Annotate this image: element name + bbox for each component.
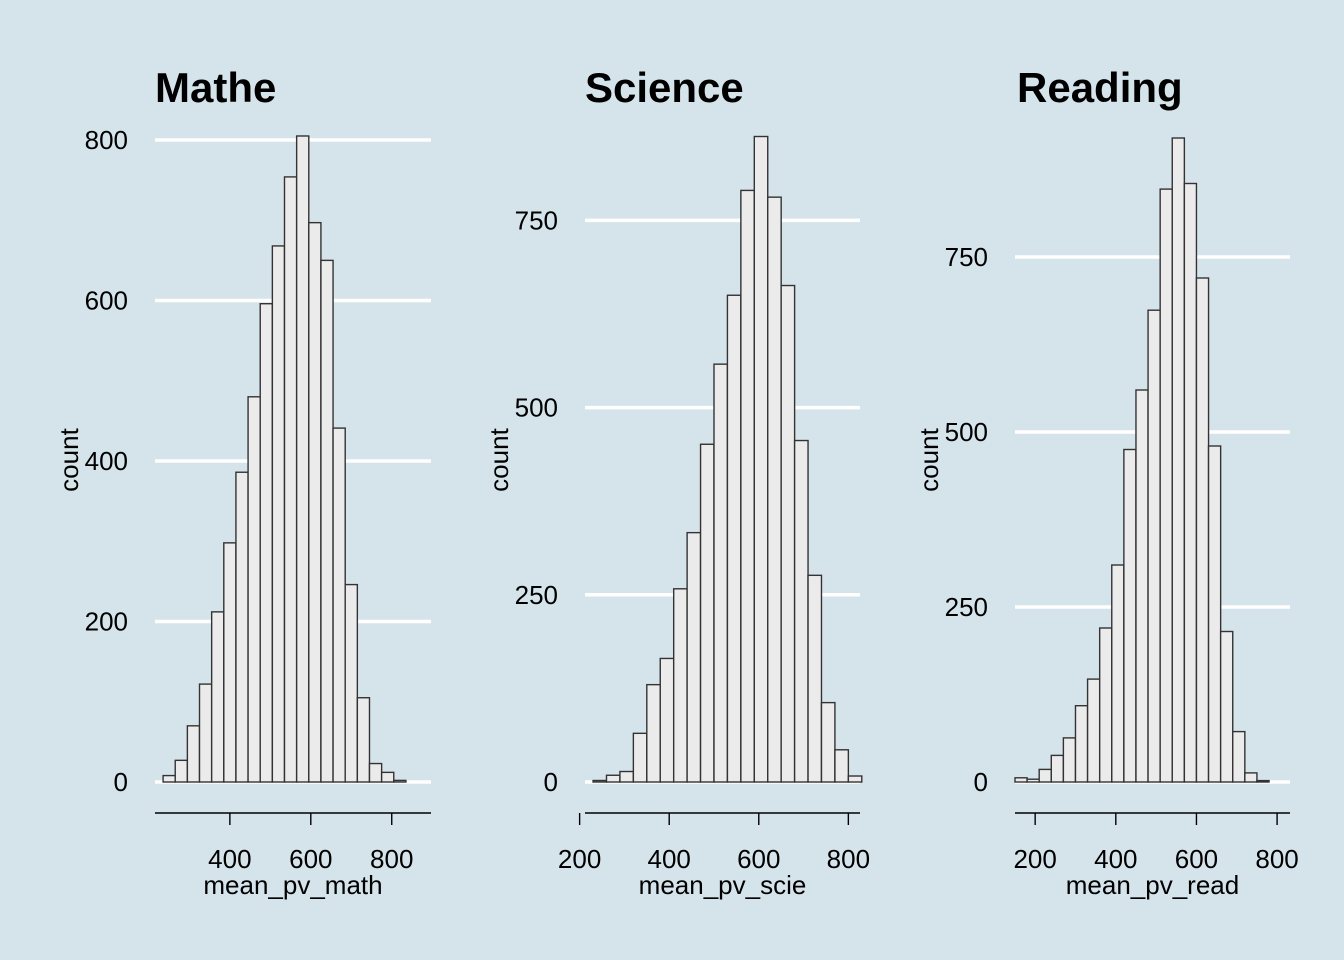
x-tick-label: 800: [370, 844, 413, 874]
panel-title: Science: [585, 64, 744, 111]
histogram-bar: [332, 427, 346, 783]
y-axis-title: count: [54, 427, 84, 491]
histogram-bar: [1123, 448, 1137, 783]
histogram-bar: [592, 779, 608, 783]
histogram-bar: [320, 259, 334, 783]
x-axis-title: mean_pv_math: [203, 870, 382, 900]
histogram-bar: [1147, 309, 1161, 783]
histogram-bar: [672, 588, 688, 783]
y-tick-label: 250: [945, 592, 988, 622]
x-axis-title: mean_pv_read: [1066, 870, 1239, 900]
histogram-bar: [223, 542, 237, 783]
histogram-bar: [1159, 188, 1173, 783]
histogram-bar: [1135, 389, 1149, 783]
x-tick-label: 800: [827, 844, 870, 874]
histogram-bar: [1232, 730, 1246, 783]
histogram-bar: [807, 574, 823, 783]
y-tick-label: 250: [515, 580, 558, 610]
panel-title: Reading: [1017, 64, 1183, 111]
histogram-bar: [834, 749, 850, 783]
histogram-bar: [1256, 779, 1270, 783]
x-axis-title: mean_pv_scie: [639, 870, 807, 900]
histogram-bar: [393, 779, 407, 783]
histogram-bar: [1062, 737, 1077, 783]
histogram-bar: [753, 135, 769, 783]
x-tick-label: 600: [737, 844, 780, 874]
histogram-bar: [646, 683, 661, 783]
histogram-bar: [162, 774, 176, 783]
histogram-bar: [713, 363, 729, 783]
y-tick-label: 750: [515, 205, 558, 235]
histogram-bar: [1183, 182, 1198, 783]
x-tick-label: 400: [1094, 844, 1137, 874]
histogram-bar: [686, 531, 702, 783]
x-tick-label: 800: [1255, 844, 1298, 874]
histogram-bar: [632, 732, 648, 783]
histogram-bar: [210, 611, 225, 783]
x-tick-label: 600: [289, 844, 332, 874]
histogram-bar: [619, 770, 635, 783]
y-axis-title: count: [914, 427, 944, 491]
y-tick-label: 200: [85, 607, 128, 637]
x-tick-label: 400: [648, 844, 691, 874]
histogram-bar: [793, 439, 809, 783]
y-tick-label: 0: [544, 767, 558, 797]
histogram-bar: [1086, 678, 1101, 783]
histogram-bar: [174, 759, 189, 783]
histogram-bar: [1038, 768, 1052, 783]
panel-science: Science 0 250 500 750 200 400 600 800 mean_pv_sci…: [484, 64, 870, 900]
y-tick-label: 0: [114, 767, 128, 797]
histogram-bar: [198, 683, 213, 783]
y-tick-label: 400: [85, 446, 128, 476]
histogram-bar: [356, 697, 371, 783]
y-axis-title: count: [484, 427, 514, 491]
y-tick-label: 600: [85, 286, 128, 316]
histogram-bar: [1171, 137, 1186, 783]
y-tick-label: 750: [945, 242, 988, 272]
x-tick-label: 400: [208, 844, 251, 874]
histogram-bar: [740, 189, 755, 783]
histogram-bar: [1244, 772, 1258, 783]
y-tick-label: 500: [515, 393, 558, 423]
histogram-bar: [368, 762, 383, 783]
histogram-bar: [283, 176, 298, 783]
histogram-bar: [726, 294, 742, 783]
histogram-bar: [308, 221, 322, 783]
histogram-bar: [1098, 627, 1113, 783]
histogram-bar: [1074, 705, 1089, 783]
x-tick-label: 200: [1013, 844, 1056, 874]
panel-reading: Reading 0 250 500 750 200 400 600 800 mean_pv_rea…: [914, 64, 1299, 900]
histogram-bar: [699, 443, 715, 783]
histogram-bar: [295, 135, 310, 783]
histogram-bar: [1207, 445, 1222, 783]
y-tick-label: 500: [945, 417, 988, 447]
histogram-bar: [235, 471, 249, 783]
histogram-bar: [659, 657, 675, 783]
histogram-bar: [1219, 630, 1234, 783]
histogram-bar: [271, 245, 286, 783]
panel-title: Mathe: [155, 64, 276, 111]
y-tick-label: 800: [85, 125, 128, 155]
histogram-bar: [767, 196, 782, 783]
histogram-bar: [380, 771, 395, 783]
histogram-bar: [1026, 778, 1040, 783]
histogram-bar: [847, 775, 863, 783]
histogram-bar: [605, 774, 621, 783]
histogram-bar: [1014, 777, 1028, 783]
histogram-bar: [344, 583, 359, 783]
histogram-bar: [780, 284, 796, 783]
x-tick-label: 600: [1175, 844, 1218, 874]
histogram-bar: [820, 701, 836, 783]
histogram-bar: [1111, 564, 1125, 783]
histogram-bar: [1195, 277, 1210, 783]
histogram-bar: [1050, 754, 1065, 783]
y-tick-label: 0: [974, 767, 988, 797]
histogram-bar: [247, 396, 261, 783]
x-tick-label: 200: [558, 844, 601, 874]
histogram-bar: [186, 725, 201, 783]
histogram-bar: [259, 303, 274, 783]
